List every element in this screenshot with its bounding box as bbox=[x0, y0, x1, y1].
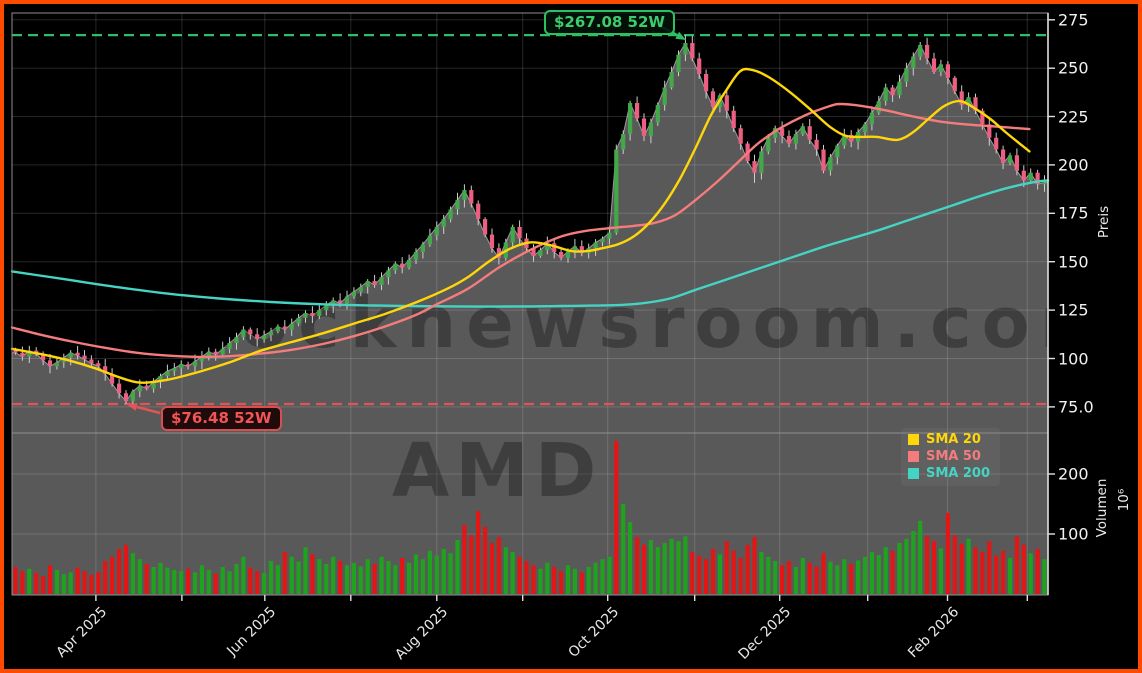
volume-axis-title: Volumen bbox=[1094, 478, 1110, 538]
sma50-legend-label: SMA 50 bbox=[926, 449, 981, 464]
volume-tick-label: 100 bbox=[1058, 524, 1089, 544]
price-tick-label: 250 bbox=[1058, 58, 1089, 78]
legend-item-sma200: SMA 200 bbox=[908, 465, 990, 482]
volume-tick-label: 200 bbox=[1058, 464, 1089, 484]
price-tick-label: 225 bbox=[1058, 107, 1089, 126]
annotation-52w-low-label: $76.48 52W bbox=[171, 409, 272, 427]
annotation-52w-high-label: $267.08 52W bbox=[554, 13, 665, 31]
axis-tick-marks bbox=[95, 19, 1055, 601]
sma20-swatch-icon bbox=[908, 434, 919, 445]
annotation-52w-high: $267.08 52W bbox=[544, 10, 675, 35]
site-watermark: stocknewsroom.com bbox=[145, 282, 1123, 364]
gridlines bbox=[12, 13, 1048, 595]
volume-bars bbox=[13, 441, 1047, 594]
sma20-legend-label: SMA 20 bbox=[926, 432, 981, 447]
sma-legend: SMA 20 SMA 50 SMA 200 bbox=[901, 428, 1001, 486]
price-tick-label: 175 bbox=[1058, 203, 1089, 223]
volume-panel-background bbox=[12, 433, 1048, 595]
legend-item-sma50: SMA 50 bbox=[908, 448, 990, 465]
sma50-swatch-icon bbox=[908, 451, 919, 462]
legend-item-sma20: SMA 20 bbox=[908, 431, 990, 448]
price-tick-label: 275 bbox=[1058, 10, 1089, 30]
volume-axis-multiplier: 10⁶ bbox=[1116, 488, 1132, 512]
price-tick-label: 100 bbox=[1058, 349, 1089, 368]
price-axis-title: Preis bbox=[1096, 205, 1112, 239]
price-tick-label: 150 bbox=[1058, 252, 1089, 272]
symbol-watermark: AMD bbox=[392, 428, 602, 514]
price-tick-label: 125 bbox=[1058, 300, 1089, 320]
sma50-line bbox=[10, 102, 1031, 359]
price-tick-label: 200 bbox=[1058, 155, 1089, 175]
sma200-swatch-icon bbox=[908, 468, 919, 479]
sma20-line bbox=[10, 67, 1031, 384]
candles bbox=[13, 35, 1047, 405]
sma200-legend-label: SMA 200 bbox=[926, 466, 991, 481]
sma200-line bbox=[10, 179, 1050, 308]
annotation-52w-low: $76.48 52W bbox=[161, 406, 282, 431]
price-tick-label: 75.0 bbox=[1058, 397, 1094, 417]
